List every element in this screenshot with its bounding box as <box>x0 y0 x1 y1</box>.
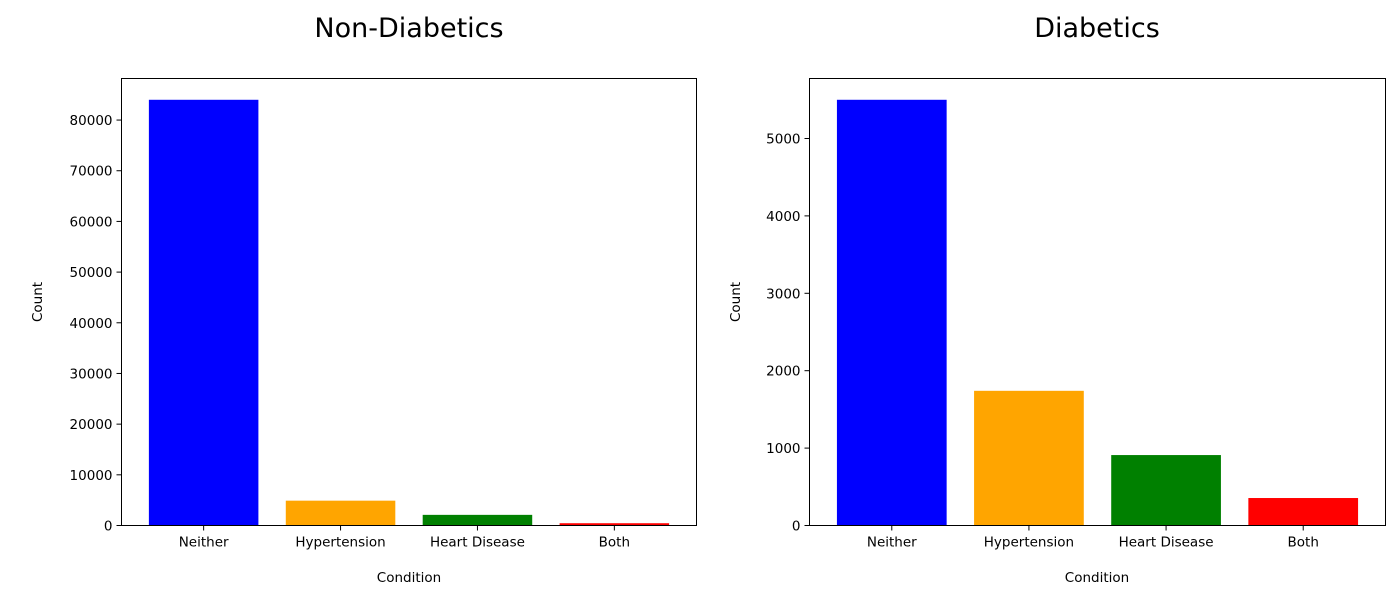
y-tick-label: 2000 <box>766 364 800 380</box>
chart-non-diabetics: Non-Diabetics Condition Count Neither Hyp… <box>30 13 697 586</box>
y-tick-label: 0 <box>792 519 801 535</box>
bar-both <box>559 523 670 526</box>
y-tick-label: 70000 <box>70 164 113 180</box>
y-tick-label: 80000 <box>70 113 113 129</box>
y-tick-label: 10000 <box>70 468 113 484</box>
chart-diabetics: Diabetics Condition Count Neither Hyperte… <box>728 13 1386 586</box>
y-tick-label: 3000 <box>766 286 800 302</box>
y-axis-label: Count <box>30 282 46 322</box>
axis-ticks: Neither Hypertension Heart Disease Both 0 100… <box>766 131 1319 550</box>
x-axis-label: Condition <box>377 570 441 586</box>
x-axis-label: Condition <box>1065 570 1129 586</box>
x-tick-label: Both <box>599 535 630 551</box>
y-tick-label: 50000 <box>70 265 113 281</box>
y-tick-label: 60000 <box>70 214 113 230</box>
x-tick-label: Hypertension <box>295 535 385 551</box>
y-tick-label: 30000 <box>70 366 113 382</box>
x-tick-label: Hypertension <box>984 535 1074 551</box>
bar-hypertension <box>285 500 396 526</box>
bar-neither <box>148 99 259 526</box>
y-axis-label: Count <box>728 282 744 322</box>
axis-ticks: Neither Hypertension Heart Disease Both 0 100… <box>70 113 630 550</box>
plot-frame <box>809 78 1386 526</box>
y-tick-label: 1000 <box>766 441 800 457</box>
y-tick-label: 0 <box>104 519 113 535</box>
x-tick-label: Both <box>1288 535 1319 551</box>
bar-neither <box>836 99 947 526</box>
x-tick-label: Heart Disease <box>430 535 525 551</box>
bar-heart-disease <box>1111 455 1221 526</box>
bar-hypertension <box>974 390 1084 526</box>
x-tick-label: Neither <box>867 535 917 551</box>
bar-heart-disease <box>422 514 533 526</box>
y-tick-label: 20000 <box>70 417 113 433</box>
plot-frame <box>121 78 697 526</box>
bars <box>148 99 670 526</box>
bars <box>836 99 1359 526</box>
y-tick-label: 5000 <box>766 131 800 147</box>
chart-title: Diabetics <box>1034 13 1160 44</box>
bar-both <box>1248 498 1359 526</box>
y-tick-label: 40000 <box>70 316 113 332</box>
y-tick-label: 4000 <box>766 209 800 225</box>
x-tick-label: Neither <box>179 535 229 551</box>
chart-title: Non-Diabetics <box>314 13 503 44</box>
x-tick-label: Heart Disease <box>1119 535 1214 551</box>
